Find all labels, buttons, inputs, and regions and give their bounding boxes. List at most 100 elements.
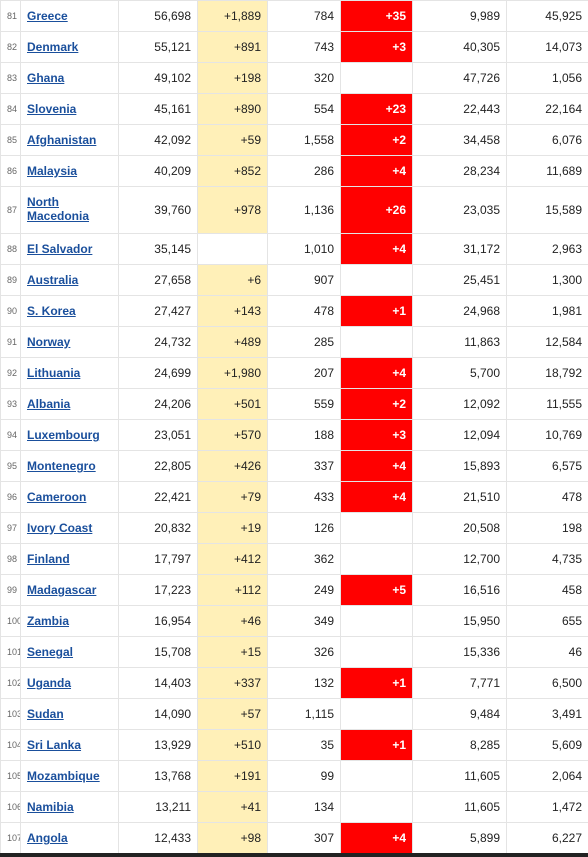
total-deaths-cell: 320 bbox=[267, 62, 341, 94]
rank-cell: 82 bbox=[0, 31, 21, 63]
country-link[interactable]: Mozambique bbox=[20, 760, 119, 792]
total-deaths-cell: 337 bbox=[267, 450, 341, 482]
country-link[interactable]: El Salvador bbox=[20, 233, 119, 265]
rank-cell: 103 bbox=[0, 698, 21, 730]
rank-cell: 104 bbox=[0, 729, 21, 761]
active-cases-cell: 10,769 bbox=[506, 419, 588, 451]
new-deaths-cell: +23 bbox=[340, 93, 413, 125]
country-link[interactable]: Slovenia bbox=[20, 93, 119, 125]
active-cases-cell: 4,735 bbox=[506, 543, 588, 575]
country-link[interactable]: Angola bbox=[20, 822, 119, 854]
country-link[interactable]: Norway bbox=[20, 326, 119, 358]
new-deaths-cell: +2 bbox=[340, 124, 413, 156]
country-link[interactable]: Sudan bbox=[20, 698, 119, 730]
total-deaths-cell: 249 bbox=[267, 574, 341, 606]
table-row: 84 Slovenia 45,161 +890 554 +23 22,443 22,164 bbox=[0, 93, 588, 125]
total-deaths-cell: 559 bbox=[267, 388, 341, 420]
new-deaths-cell: +4 bbox=[340, 357, 413, 389]
new-cases-cell: +852 bbox=[197, 155, 268, 187]
new-cases-cell: +1,889 bbox=[197, 0, 268, 32]
active-cases-cell: 14,073 bbox=[506, 31, 588, 63]
country-link[interactable]: Denmark bbox=[20, 31, 119, 63]
country-link[interactable]: Ghana bbox=[20, 62, 119, 94]
total-recovered-cell: 11,605 bbox=[412, 791, 507, 823]
rank-cell: 95 bbox=[0, 450, 21, 482]
total-deaths-cell: 286 bbox=[267, 155, 341, 187]
total-deaths-cell: 207 bbox=[267, 357, 341, 389]
new-deaths-cell: +26 bbox=[340, 186, 413, 234]
country-link[interactable]: Lithuania bbox=[20, 357, 119, 389]
country-link[interactable]: Albania bbox=[20, 388, 119, 420]
total-cases-cell: 13,211 bbox=[118, 791, 198, 823]
country-link[interactable]: Sri Lanka bbox=[20, 729, 119, 761]
country-link[interactable]: Finland bbox=[20, 543, 119, 575]
active-cases-cell: 6,575 bbox=[506, 450, 588, 482]
new-cases-cell: +15 bbox=[197, 636, 268, 668]
country-link[interactable]: Uganda bbox=[20, 667, 119, 699]
country-link[interactable]: North Macedonia bbox=[20, 186, 119, 234]
total-recovered-cell: 12,094 bbox=[412, 419, 507, 451]
table-row: 86 Malaysia 40,209 +852 286 +4 28,234 11,689 bbox=[0, 155, 588, 187]
country-link[interactable]: Cameroon bbox=[20, 481, 119, 513]
country-link[interactable]: Luxembourg bbox=[20, 419, 119, 451]
total-cases-cell: 17,797 bbox=[118, 543, 198, 575]
rank-cell: 92 bbox=[0, 357, 21, 389]
total-recovered-cell: 5,899 bbox=[412, 822, 507, 854]
total-deaths-cell: 349 bbox=[267, 605, 341, 637]
country-link[interactable]: Zambia bbox=[20, 605, 119, 637]
active-cases-cell: 6,500 bbox=[506, 667, 588, 699]
total-recovered-cell: 15,336 bbox=[412, 636, 507, 668]
total-recovered-cell: 23,035 bbox=[412, 186, 507, 234]
rank-cell: 85 bbox=[0, 124, 21, 156]
new-cases-cell: +46 bbox=[197, 605, 268, 637]
rank-cell: 100 bbox=[0, 605, 21, 637]
rank-cell: 97 bbox=[0, 512, 21, 544]
country-link[interactable]: Namibia bbox=[20, 791, 119, 823]
country-link[interactable]: Greece bbox=[20, 0, 119, 32]
country-link[interactable]: Afghanistan bbox=[20, 124, 119, 156]
new-deaths-cell: +4 bbox=[340, 822, 413, 854]
new-cases-cell: +890 bbox=[197, 93, 268, 125]
total-cases-cell: 17,223 bbox=[118, 574, 198, 606]
total-recovered-cell: 21,510 bbox=[412, 481, 507, 513]
new-deaths-cell bbox=[340, 636, 413, 668]
total-recovered-cell: 9,484 bbox=[412, 698, 507, 730]
total-deaths-cell: 1,558 bbox=[267, 124, 341, 156]
country-link[interactable]: Montenegro bbox=[20, 450, 119, 482]
total-recovered-cell: 34,458 bbox=[412, 124, 507, 156]
new-deaths-cell: +4 bbox=[340, 155, 413, 187]
table-row: 93 Albania 24,206 +501 559 +2 12,092 11,555 bbox=[0, 388, 588, 420]
total-cases-cell: 40,209 bbox=[118, 155, 198, 187]
rank-cell: 98 bbox=[0, 543, 21, 575]
rank-cell: 96 bbox=[0, 481, 21, 513]
new-cases-cell: +978 bbox=[197, 186, 268, 234]
new-cases-cell: +191 bbox=[197, 760, 268, 792]
rank-cell: 99 bbox=[0, 574, 21, 606]
country-link[interactable]: Malaysia bbox=[20, 155, 119, 187]
total-deaths-cell: 1,115 bbox=[267, 698, 341, 730]
new-deaths-cell: +1 bbox=[340, 295, 413, 327]
country-link[interactable]: S. Korea bbox=[20, 295, 119, 327]
total-recovered-cell: 5,700 bbox=[412, 357, 507, 389]
country-link[interactable]: Senegal bbox=[20, 636, 119, 668]
rank-cell: 84 bbox=[0, 93, 21, 125]
total-deaths-cell: 743 bbox=[267, 31, 341, 63]
active-cases-cell: 458 bbox=[506, 574, 588, 606]
country-link[interactable]: Ivory Coast bbox=[20, 512, 119, 544]
country-link[interactable]: Australia bbox=[20, 264, 119, 296]
new-deaths-cell: +5 bbox=[340, 574, 413, 606]
active-cases-cell: 22,164 bbox=[506, 93, 588, 125]
total-cases-cell: 14,403 bbox=[118, 667, 198, 699]
rank-cell: 93 bbox=[0, 388, 21, 420]
active-cases-cell: 6,076 bbox=[506, 124, 588, 156]
total-cases-cell: 49,102 bbox=[118, 62, 198, 94]
new-cases-cell: +1,980 bbox=[197, 357, 268, 389]
total-deaths-cell: 362 bbox=[267, 543, 341, 575]
table-row: 96 Cameroon 22,421 +79 433 +4 21,510 478 bbox=[0, 481, 588, 513]
country-link[interactable]: Madagascar bbox=[20, 574, 119, 606]
new-cases-cell: +570 bbox=[197, 419, 268, 451]
total-cases-cell: 12,433 bbox=[118, 822, 198, 854]
rank-cell: 91 bbox=[0, 326, 21, 358]
